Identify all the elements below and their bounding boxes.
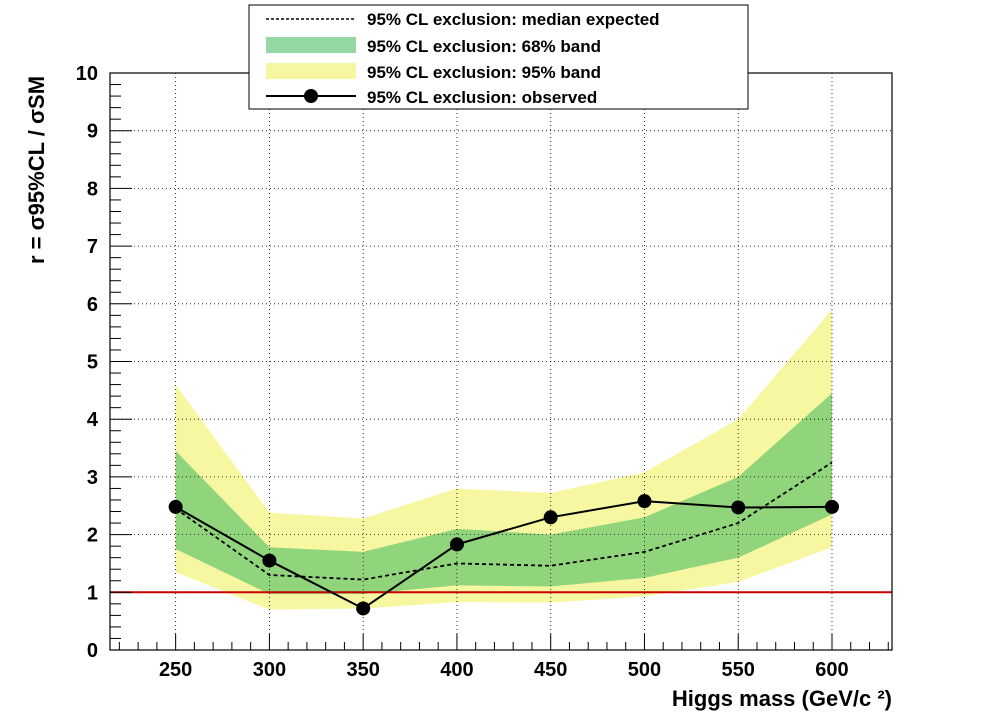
- y-tick-label-6: 6: [87, 294, 98, 316]
- uncertainty-bands: [175, 309, 832, 610]
- y-tick-label-0: 0: [87, 640, 98, 662]
- band-68: [175, 393, 832, 595]
- y-axis-title: r = σ95%CL / σSM: [24, 76, 49, 264]
- y-tick-label-1: 1: [87, 582, 98, 604]
- y-tick-label-2: 2: [87, 525, 98, 547]
- expected-line: [175, 461, 833, 581]
- x-tick-label-500: 500: [628, 659, 661, 681]
- x-tick-label-350: 350: [346, 659, 379, 681]
- y-tick-label-3: 3: [87, 467, 98, 489]
- legend-label-band95: 95% CL exclusion: 95% band: [367, 63, 601, 82]
- y-tick-label-5: 5: [87, 352, 98, 374]
- legend-label-expected: 95% CL exclusion: median expected: [367, 10, 660, 29]
- x-tick-label-300: 300: [253, 659, 286, 681]
- y-tick-label-4: 4: [87, 409, 99, 431]
- observed-line: [175, 500, 832, 610]
- y-tick-label-7: 7: [87, 236, 98, 258]
- tick-labels: 250 300 350 400 450 500 550 600 0 1 2 3 4 5 6 7 8 9 10: [76, 63, 849, 681]
- observed-point-550: [731, 500, 746, 515]
- y-tick-label-9: 9: [87, 121, 98, 143]
- x-tick-label-250: 250: [159, 659, 192, 681]
- y-tick-label-10: 10: [76, 63, 98, 85]
- observed-point-500: [637, 494, 652, 509]
- legend-swatch-band68: [266, 37, 356, 53]
- y-tick-label-8: 8: [87, 178, 98, 200]
- observed-point-600: [824, 499, 839, 514]
- observed-point-350: [356, 601, 371, 616]
- x-tick-label-550: 550: [722, 659, 755, 681]
- observed-point-400: [449, 537, 464, 552]
- series-lines: [168, 461, 839, 616]
- grid: [110, 73, 892, 650]
- legend-label-observed: 95% CL exclusion: observed: [367, 88, 597, 107]
- observed-point-250: [168, 499, 183, 514]
- x-tick-label-600: 600: [815, 659, 848, 681]
- legend-label-band68: 95% CL exclusion: 68% band: [367, 37, 601, 56]
- legend-box: [248, 4, 749, 110]
- x-tick-label-450: 450: [534, 659, 567, 681]
- x-tick-label-400: 400: [440, 659, 473, 681]
- legend: 95% CL exclusion: median expected 95% CL…: [248, 4, 749, 110]
- legend-swatch-observed-marker: [304, 89, 318, 103]
- x-axis-title: Higgs mass (GeV/c ²): [672, 686, 892, 711]
- observed-point-450: [543, 510, 558, 525]
- legend-swatch-band95: [266, 63, 356, 79]
- observed-point-300: [262, 553, 277, 568]
